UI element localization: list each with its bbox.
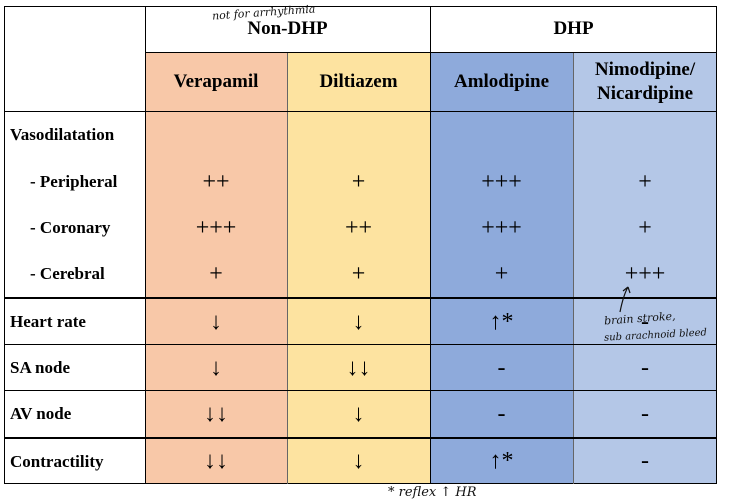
row-value: +++ [481,168,522,195]
h-line-header [4,111,717,112]
row-value: - [497,400,506,427]
row-label: Heart rate [10,312,86,331]
row-value [145,112,287,158]
drug-comparison-table: Non-DHP DHP Verapamil Diltiazem Amlodipi… [4,6,717,484]
h-line-group [145,52,717,53]
row-value: ++ [202,168,230,195]
nimodipine-column-bg [573,52,717,484]
row-value [430,112,573,158]
drug-header-verapamil: Verapamil [173,71,259,92]
row-value: ↓ [352,308,365,335]
row-value: + [209,260,223,287]
v-line-1 [145,6,146,484]
h-line-sa [4,390,717,391]
drug-header-diltiazem: Diltiazem [319,71,398,92]
row-value: ↓↓ [346,354,371,381]
row-label: - Coronary [30,218,111,237]
row-value: + [351,260,366,287]
row-value: - [641,448,649,474]
row-label: AV node [10,404,72,423]
h-line-av [4,437,717,439]
outer-top [4,6,717,7]
drug-header-nimodipine: Nimodipine/ Nicardipine [594,59,696,104]
group-non-dhp: Non-DHP [247,18,328,39]
row-value: ↓ [352,448,365,474]
row-value: +++ [624,260,666,287]
v-line-2 [287,52,288,484]
v-line-3 [430,6,431,484]
outer-left [4,6,5,484]
row-value: ↓ [210,354,222,381]
row-value: - [641,354,649,381]
annotation-arrow-icon [619,286,631,313]
h-line-hr [4,344,717,345]
row-value: ↑* [489,448,514,474]
amlodipine-column-bg [430,52,573,484]
diltiazem-column-bg [287,52,430,484]
row-value: ↓↓ [204,448,228,474]
row-value: ++ [344,214,373,241]
annotation-bottom: * reflex ↑ HR [388,485,477,500]
row-label: SA node [10,358,70,377]
row-value [573,112,717,158]
row-value: - [497,354,506,381]
row-label: - Peripheral [30,172,118,191]
row-value: +++ [481,214,522,241]
outer-right [716,6,717,484]
row-value: ↓ [210,308,222,335]
row-value: ↓ [352,400,365,427]
row-label: Contractility [10,451,104,471]
v-line-4 [573,52,574,484]
h-line-vaso [4,297,717,299]
row-value: - [641,308,649,335]
row-value: + [351,168,366,195]
outer-bottom [4,483,717,484]
drug-header-amlodipine: Amlodipine [453,71,550,92]
row-value: + [638,214,652,241]
row-value: + [494,260,509,287]
row-value [287,112,430,158]
row-label: Vasodilatation [10,125,115,144]
group-dhp: DHP [553,18,594,39]
row-value: ↑* [489,308,514,335]
row-value: + [638,168,652,195]
verapamil-column-bg [145,52,287,484]
row-label: - Cerebral [30,264,105,283]
row-value: - [641,400,649,427]
row-value: +++ [195,214,237,241]
row-value: ↓↓ [204,400,228,427]
